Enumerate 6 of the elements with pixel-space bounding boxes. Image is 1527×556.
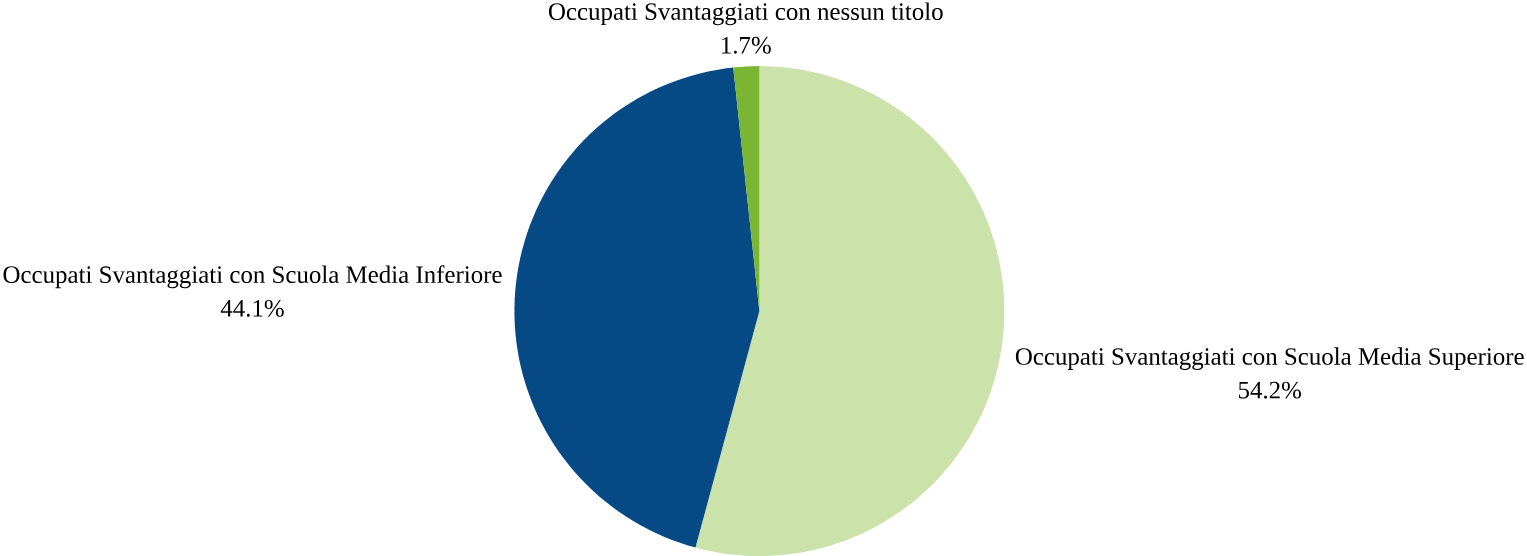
- slice-label: Occupati Svantaggiati con Scuola Media Superiore: [1015, 347, 1524, 371]
- data-label: 54.2%: [1238, 381, 1302, 399]
- data-label: 44.1%: [220, 299, 284, 317]
- slice-label: Occupati Svantaggiati con nessun titolo: [548, 2, 943, 26]
- data-label: 1.7%: [722, 36, 771, 54]
- slice-label: Occupati Svantaggiati con Scuola Media Inferiore: [3, 265, 502, 289]
